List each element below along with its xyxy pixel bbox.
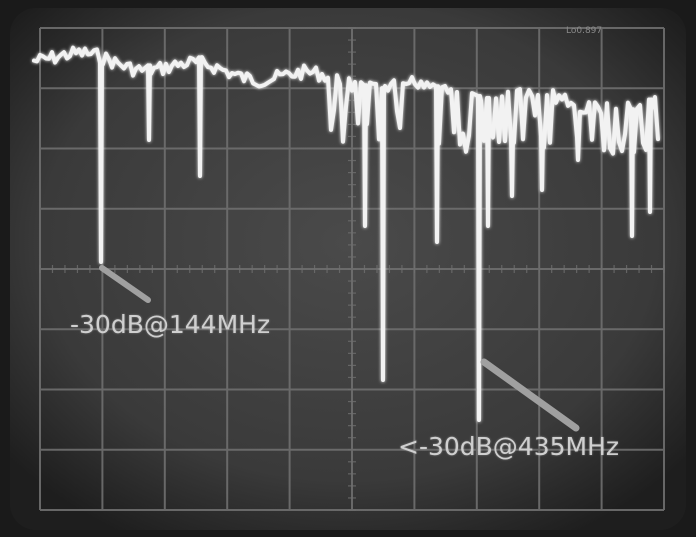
scope-brand-label: Lo0.897	[566, 26, 603, 36]
pointer-435mhz	[480, 358, 580, 432]
spectrum-trace	[32, 45, 660, 422]
pointer-144mhz	[99, 265, 151, 303]
annotation-144mhz: -30dB@144MHz	[70, 310, 271, 339]
annotation-435mhz: <-30dB@435MHz	[398, 432, 620, 461]
